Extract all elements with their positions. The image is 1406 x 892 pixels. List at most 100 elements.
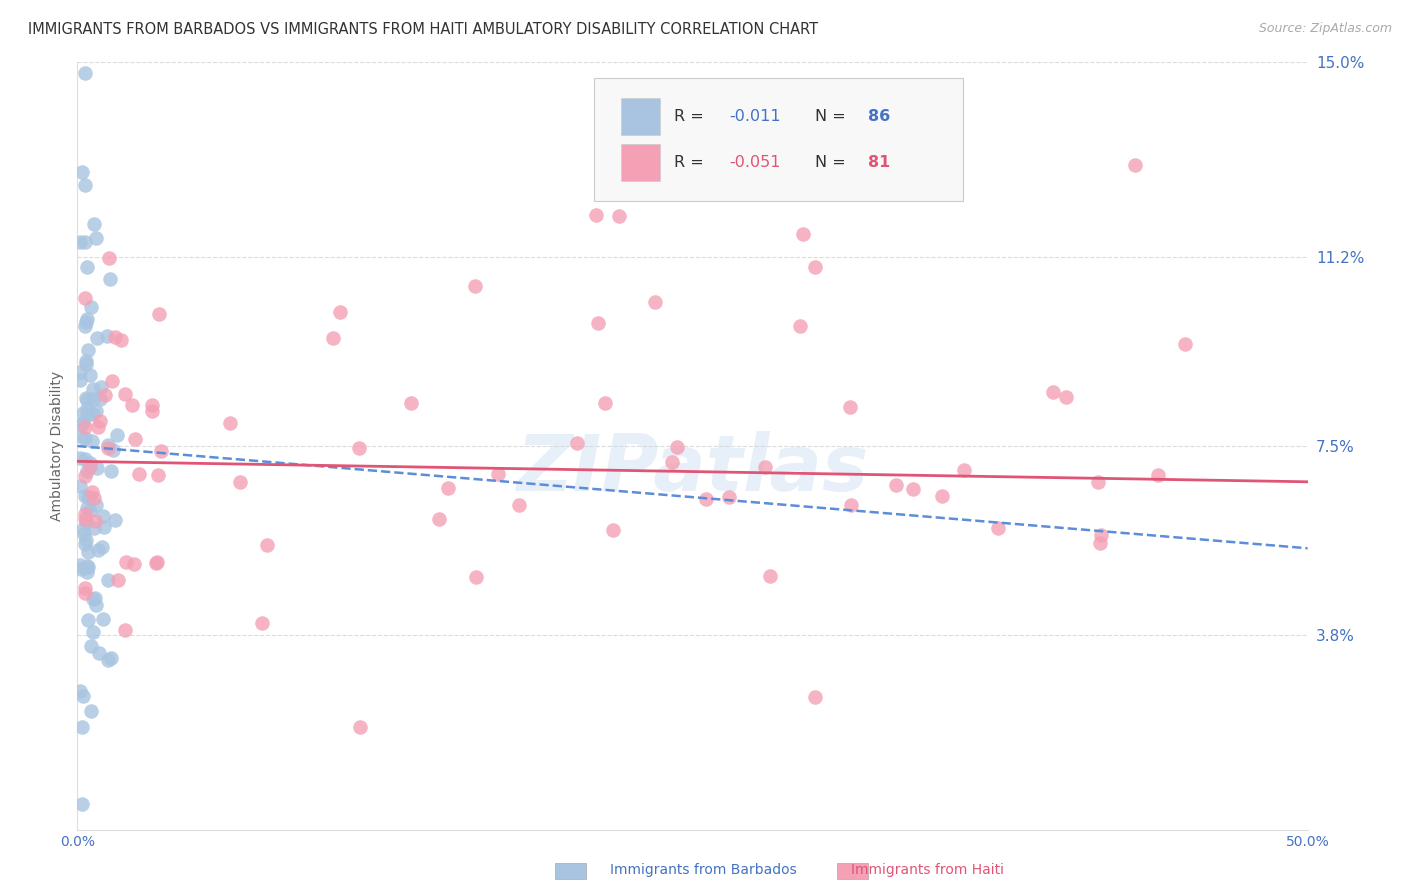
Point bbox=[666, 440, 689, 454]
Point bbox=[901, 482, 924, 496]
Point bbox=[76, 343, 98, 358]
Point bbox=[804, 260, 827, 274]
Point bbox=[73, 586, 96, 600]
Point bbox=[508, 498, 530, 512]
Point bbox=[69, 558, 91, 573]
Point bbox=[839, 400, 862, 414]
Point bbox=[347, 441, 370, 455]
Point bbox=[75, 391, 97, 405]
Point bbox=[107, 574, 129, 588]
Point bbox=[329, 304, 352, 318]
Point bbox=[104, 513, 127, 527]
Point bbox=[1090, 527, 1112, 541]
Point bbox=[73, 319, 96, 334]
Text: 81: 81 bbox=[869, 154, 890, 169]
Point bbox=[69, 683, 91, 698]
Point bbox=[72, 689, 94, 703]
Point bbox=[464, 570, 486, 584]
Point bbox=[70, 165, 93, 179]
Point bbox=[84, 231, 107, 245]
Point bbox=[82, 625, 104, 640]
Point bbox=[77, 559, 100, 574]
Point bbox=[70, 720, 93, 734]
Point bbox=[97, 573, 120, 587]
Point bbox=[789, 319, 811, 334]
Point bbox=[75, 507, 97, 521]
Point bbox=[73, 468, 96, 483]
Point bbox=[86, 543, 108, 558]
Point bbox=[69, 451, 91, 466]
Point bbox=[83, 217, 105, 231]
Point bbox=[110, 333, 132, 347]
Point bbox=[76, 260, 98, 274]
Point bbox=[98, 272, 121, 286]
Text: -0.011: -0.011 bbox=[730, 109, 780, 124]
Point bbox=[82, 592, 104, 607]
Point bbox=[72, 430, 94, 444]
Point bbox=[486, 467, 509, 482]
Point bbox=[86, 331, 108, 345]
Point bbox=[593, 396, 616, 410]
Point bbox=[77, 613, 100, 627]
Point bbox=[100, 374, 122, 388]
Point bbox=[69, 365, 91, 379]
Point bbox=[104, 330, 127, 344]
Point bbox=[69, 235, 91, 249]
Point bbox=[695, 491, 717, 506]
Point bbox=[141, 404, 163, 418]
Point bbox=[70, 562, 93, 576]
Point bbox=[146, 555, 169, 569]
Point bbox=[953, 462, 976, 476]
Point bbox=[114, 387, 136, 401]
Point bbox=[717, 490, 740, 504]
Point bbox=[98, 252, 121, 266]
Point bbox=[228, 475, 250, 489]
Point bbox=[79, 460, 101, 475]
Point bbox=[75, 533, 97, 548]
Point bbox=[141, 398, 163, 412]
Point bbox=[76, 393, 98, 408]
Point bbox=[84, 498, 107, 512]
Point bbox=[399, 396, 422, 410]
Point bbox=[565, 436, 588, 450]
Point bbox=[97, 437, 120, 451]
Point bbox=[80, 639, 103, 653]
Point bbox=[82, 407, 104, 421]
Point bbox=[77, 491, 100, 505]
Point bbox=[69, 373, 91, 387]
Point bbox=[1174, 336, 1197, 351]
Point bbox=[76, 408, 98, 422]
Point bbox=[84, 598, 107, 612]
Point bbox=[73, 420, 96, 434]
Point bbox=[758, 569, 780, 583]
Point bbox=[89, 392, 111, 406]
Point bbox=[588, 317, 610, 331]
Point bbox=[792, 227, 814, 241]
Point bbox=[115, 556, 138, 570]
Point bbox=[80, 300, 103, 314]
Point bbox=[145, 557, 167, 571]
Point bbox=[75, 315, 97, 329]
Point bbox=[83, 491, 105, 505]
Point bbox=[75, 354, 97, 368]
Point bbox=[86, 404, 108, 418]
Point bbox=[97, 653, 120, 667]
Point bbox=[427, 512, 450, 526]
Point bbox=[121, 398, 143, 412]
Point bbox=[77, 490, 100, 504]
Point bbox=[661, 454, 683, 468]
Point bbox=[84, 514, 107, 528]
Point bbox=[148, 307, 170, 321]
Point bbox=[96, 329, 118, 343]
Point bbox=[602, 523, 624, 537]
Point bbox=[436, 481, 458, 495]
Point bbox=[931, 489, 953, 503]
Point bbox=[76, 558, 98, 573]
Point bbox=[94, 388, 117, 402]
Point bbox=[80, 434, 103, 449]
Point bbox=[464, 278, 486, 293]
Text: Source: ZipAtlas.com: Source: ZipAtlas.com bbox=[1258, 22, 1392, 36]
Point bbox=[72, 416, 94, 430]
Point bbox=[75, 357, 97, 371]
Text: Immigrants from Haiti: Immigrants from Haiti bbox=[852, 863, 1004, 877]
